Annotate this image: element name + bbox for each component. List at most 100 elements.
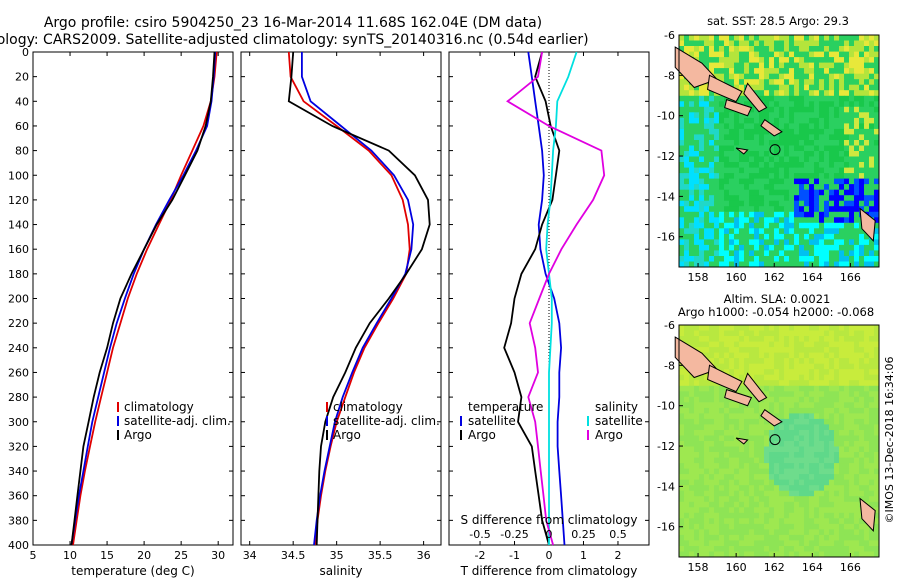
header-line2: Climatology: CARS2009. Satellite-adjuste… bbox=[0, 32, 589, 48]
map-cell bbox=[809, 330, 815, 337]
map-cell bbox=[734, 430, 740, 436]
map-cell bbox=[769, 178, 775, 185]
map-cell bbox=[704, 490, 710, 497]
map-cell bbox=[869, 134, 875, 141]
map-cell bbox=[754, 256, 760, 262]
map-cell bbox=[784, 496, 790, 503]
map-cell bbox=[794, 162, 800, 168]
map-cell bbox=[739, 551, 745, 558]
map-cell bbox=[799, 374, 805, 381]
map-cell bbox=[769, 184, 775, 191]
map-cell bbox=[854, 391, 860, 398]
map-cell bbox=[789, 57, 795, 64]
map-cell bbox=[734, 151, 740, 157]
map-cell bbox=[679, 468, 685, 475]
map-cell bbox=[689, 101, 695, 108]
map-cell bbox=[769, 446, 775, 453]
map-cell bbox=[774, 106, 780, 113]
map-cell bbox=[729, 51, 735, 58]
map-cell bbox=[859, 95, 865, 102]
map-cell bbox=[729, 452, 735, 458]
map-cell bbox=[824, 57, 830, 64]
map-cell bbox=[824, 239, 830, 246]
map-cell bbox=[689, 106, 695, 113]
map-cell bbox=[809, 529, 815, 536]
map-cell bbox=[739, 167, 745, 174]
map-cell bbox=[774, 347, 780, 354]
x-tick-label: 160 bbox=[726, 271, 747, 284]
map-cell bbox=[689, 123, 695, 130]
map-cell bbox=[859, 485, 865, 492]
map-cell bbox=[874, 211, 880, 218]
map-cell bbox=[809, 112, 815, 119]
map-cell bbox=[784, 430, 790, 436]
map-cell bbox=[869, 46, 875, 52]
map-cell bbox=[689, 156, 695, 163]
map-cell bbox=[749, 261, 755, 268]
map-cell bbox=[694, 330, 700, 337]
map-cell bbox=[764, 134, 770, 141]
map-cell bbox=[774, 90, 780, 97]
map-cell bbox=[819, 430, 825, 436]
map-cell bbox=[794, 222, 800, 229]
map-cell bbox=[814, 540, 820, 547]
map-cell bbox=[729, 200, 735, 207]
map-cell bbox=[689, 463, 695, 470]
map-cell bbox=[799, 217, 805, 224]
map-cell bbox=[824, 501, 830, 508]
map-cell bbox=[859, 435, 865, 442]
map-cell bbox=[724, 396, 730, 403]
map-cell bbox=[699, 457, 705, 464]
map-cell bbox=[779, 546, 785, 552]
map-cell bbox=[749, 184, 755, 191]
map-cell bbox=[749, 490, 755, 497]
map-cell bbox=[719, 73, 725, 80]
map-cell bbox=[794, 551, 800, 558]
map-cell bbox=[814, 200, 820, 207]
map-cell bbox=[714, 95, 720, 102]
map-cell bbox=[849, 485, 855, 492]
map-cell bbox=[844, 457, 850, 464]
map-cell bbox=[829, 463, 835, 470]
map-cell bbox=[724, 145, 730, 152]
map-cell bbox=[819, 325, 825, 331]
map-cell bbox=[849, 90, 855, 97]
map-cell bbox=[734, 479, 740, 486]
map-cell bbox=[734, 452, 740, 458]
map-cell bbox=[709, 51, 715, 58]
map-cell bbox=[784, 374, 790, 381]
series-line-argo bbox=[287, 51, 431, 546]
map-cell bbox=[729, 228, 735, 235]
map-cell bbox=[814, 222, 820, 229]
map-cell bbox=[704, 162, 710, 168]
map-cell bbox=[689, 457, 695, 464]
map-cell bbox=[799, 200, 805, 207]
map-cell bbox=[699, 151, 705, 157]
map-cell bbox=[729, 540, 735, 547]
x-tick-label: 164 bbox=[802, 271, 823, 284]
map-cell bbox=[714, 256, 720, 262]
map-cell bbox=[694, 490, 700, 497]
map-cell bbox=[684, 211, 690, 218]
map-cell bbox=[819, 479, 825, 486]
map-cell bbox=[784, 446, 790, 453]
map-cell bbox=[784, 424, 790, 431]
map-cell bbox=[739, 529, 745, 536]
map-cell bbox=[869, 95, 875, 102]
map-cell bbox=[859, 341, 865, 348]
map-cell bbox=[739, 200, 745, 207]
map-cell bbox=[739, 446, 745, 453]
map-cell bbox=[854, 546, 860, 552]
map-cell bbox=[774, 474, 780, 481]
map-cell bbox=[779, 518, 785, 525]
map-cell bbox=[714, 352, 720, 359]
map-cell bbox=[784, 435, 790, 442]
map-cell bbox=[704, 261, 710, 268]
map-cell bbox=[779, 452, 785, 458]
map-cell bbox=[744, 551, 750, 558]
map-cell bbox=[789, 239, 795, 246]
map-cell bbox=[769, 57, 775, 64]
map-cell bbox=[784, 57, 790, 64]
map-cell bbox=[794, 407, 800, 414]
map-cell bbox=[709, 162, 715, 168]
